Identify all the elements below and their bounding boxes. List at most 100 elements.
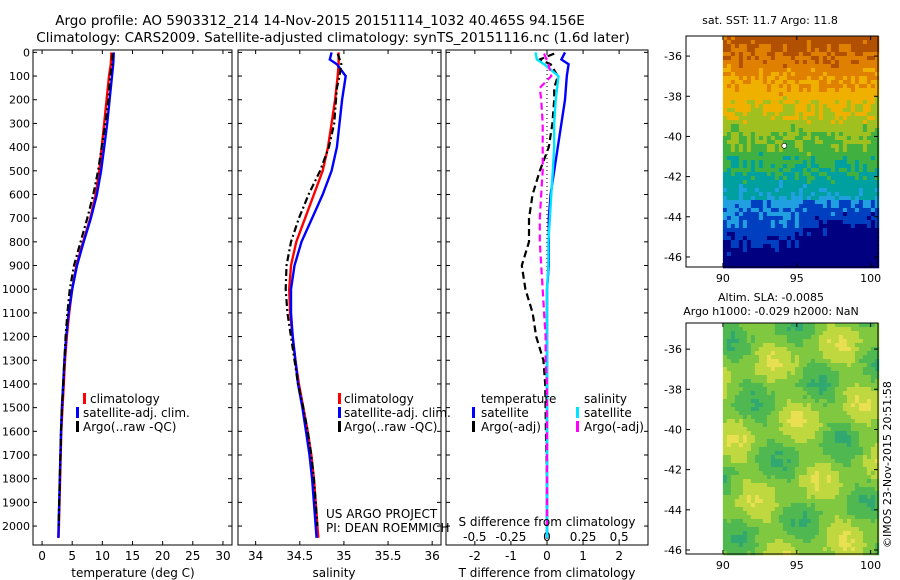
map-cell: [722, 200, 728, 205]
map-cell: [850, 260, 856, 265]
map-cell: [754, 192, 760, 197]
map-cell: [726, 212, 732, 217]
map-cell: [726, 172, 732, 177]
map-cell: [802, 339, 808, 344]
map-cell: [730, 232, 736, 237]
map-cell: [834, 172, 840, 177]
map-cell: [734, 351, 740, 356]
map-cell: [870, 64, 876, 69]
map-cell: [874, 359, 880, 364]
map-cell: [734, 379, 740, 384]
map-cell: [854, 375, 860, 380]
map-cell: [830, 423, 836, 428]
map-cell: [858, 184, 864, 189]
map-cell: [822, 64, 828, 69]
map-cell: [806, 395, 812, 400]
map-cell: [762, 260, 768, 265]
map-cell: [826, 236, 832, 241]
map-cell: [786, 535, 792, 540]
map-cell: [798, 108, 804, 113]
map-cell: [818, 499, 824, 504]
map-cell: [750, 76, 756, 81]
map-cell: [870, 491, 876, 496]
legend-label-t-satellite: satellite: [481, 406, 529, 420]
map-cell: [866, 256, 872, 261]
map-cell: [830, 236, 836, 241]
map-cell: [726, 224, 732, 229]
map-cell: [778, 487, 784, 492]
map-cell: [866, 124, 872, 129]
map-cell: [822, 176, 828, 181]
map-cell: [826, 264, 832, 269]
map-cell: [730, 132, 736, 137]
x-tick-label: 95: [790, 559, 804, 572]
map-cell: [790, 491, 796, 496]
map-cell: [854, 180, 860, 185]
map-cell: [790, 475, 796, 480]
map-cell: [806, 232, 812, 237]
map-cell: [814, 435, 820, 440]
map-cell: [874, 411, 880, 416]
map-cell: [802, 463, 808, 468]
map-cell: [774, 52, 780, 57]
map-cell: [858, 124, 864, 129]
map-cell: [866, 76, 872, 81]
map-cell: [862, 463, 868, 468]
map-cell: [810, 36, 816, 41]
map-cell: [750, 100, 756, 105]
map-cell: [814, 427, 820, 432]
map-cell: [846, 367, 852, 372]
map-cell: [770, 451, 776, 456]
map-cell: [754, 36, 760, 41]
map-cell: [818, 355, 824, 360]
map-cell: [734, 543, 740, 548]
map-cell: [746, 411, 752, 416]
map-cell: [794, 343, 800, 348]
map-cell: [826, 80, 832, 85]
map-cell: [870, 264, 876, 269]
map-cell: [802, 487, 808, 492]
map-cell: [774, 467, 780, 472]
map-cell: [786, 451, 792, 456]
map-cell: [794, 204, 800, 209]
map-cell: [854, 112, 860, 117]
map-cell: [826, 260, 832, 265]
map-cell: [738, 120, 744, 125]
map-cell: [842, 507, 848, 512]
map-cell: [722, 335, 728, 340]
map-cell: [746, 92, 752, 97]
map-cell: [758, 519, 764, 524]
map-cell: [770, 200, 776, 205]
map-cell: [834, 108, 840, 113]
map-cell: [794, 240, 800, 245]
map-cell: [742, 100, 748, 105]
map-cell: [790, 96, 796, 101]
map-cell: [802, 395, 808, 400]
map-cell: [822, 108, 828, 113]
map-cell: [818, 64, 824, 69]
map-cell: [810, 447, 816, 452]
map-cell: [794, 124, 800, 129]
map-cell: [822, 371, 828, 376]
map-cell: [850, 224, 856, 229]
map-cell: [822, 192, 828, 197]
map-cell: [830, 264, 836, 269]
map-cell: [730, 439, 736, 444]
map-cell: [846, 208, 852, 213]
map-cell: [778, 128, 784, 133]
map-cell: [766, 152, 772, 157]
map-cell: [862, 188, 868, 193]
map-cell: [806, 371, 812, 376]
map-cell: [758, 200, 764, 205]
map-cell: [802, 140, 808, 145]
map-cell: [834, 140, 840, 145]
map-cell: [814, 252, 820, 257]
map-cell: [754, 371, 760, 376]
map-cell: [758, 148, 764, 153]
map-cell: [854, 435, 860, 440]
map-cell: [790, 64, 796, 69]
map-cell: [750, 208, 756, 213]
map-cell: [874, 431, 880, 436]
map-cell: [762, 535, 768, 540]
map-cell: [798, 144, 804, 149]
